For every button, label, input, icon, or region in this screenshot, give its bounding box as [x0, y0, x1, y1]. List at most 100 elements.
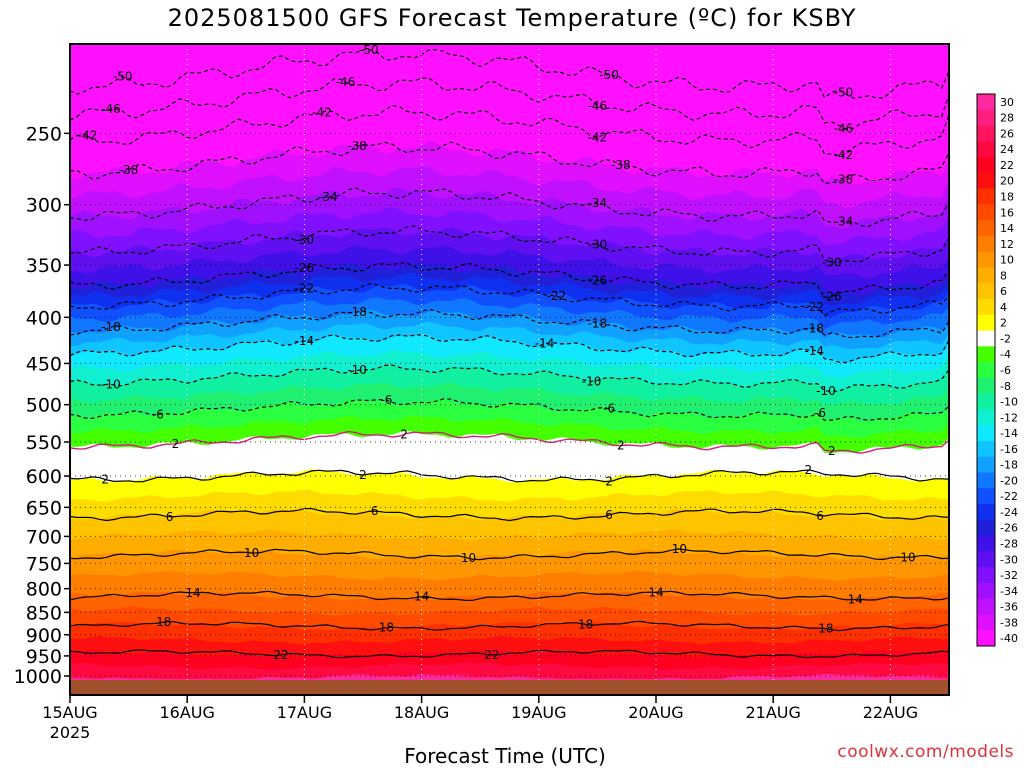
contour--42	[70, 104, 949, 157]
colorbar-label: 20	[1000, 175, 1014, 188]
colorbar-swatch	[977, 567, 995, 584]
contour-label: 18	[379, 621, 394, 635]
x-tick-label: 21AUG	[745, 703, 800, 722]
colorbar-swatch	[977, 614, 995, 631]
y-tick-label: 500	[26, 395, 62, 417]
colorbar-label: 16	[1000, 206, 1014, 219]
credit-link[interactable]: coolwx.com/models	[837, 742, 1014, 762]
x-tick-label: 15AUG	[42, 703, 97, 722]
contour--6	[70, 398, 949, 421]
colorbar-swatch	[977, 504, 995, 521]
contour-2	[70, 469, 949, 483]
colorbar-swatch	[977, 346, 995, 363]
colorbar-swatch	[977, 314, 995, 332]
contour-label: -18	[804, 321, 824, 335]
contour-label: 2	[828, 444, 836, 458]
colorbar-label: 12	[1000, 238, 1014, 251]
colorbar-swatch	[977, 409, 995, 426]
contour-label: 10	[672, 542, 687, 556]
colorbar-swatch	[977, 172, 995, 190]
colorbar-swatch	[977, 251, 995, 268]
x-axis-label: Forecast Time (UTC)	[404, 744, 606, 768]
x-tick-label: 18AUG	[394, 703, 449, 722]
contour-label: -18	[588, 316, 608, 330]
colorbar-label: -32	[1000, 569, 1018, 582]
contour-label: 10	[244, 546, 259, 560]
contour-label: -38	[611, 158, 631, 172]
x-tick-label: 17AUG	[277, 703, 332, 722]
contour--38	[70, 141, 949, 185]
contour-label: -18	[101, 320, 121, 334]
contour-label: -6	[152, 408, 164, 422]
contour--26	[70, 262, 949, 299]
contour-label: -30	[295, 233, 315, 247]
contour-label: 14	[848, 592, 863, 606]
y-tick-label: 550	[26, 432, 62, 454]
colorbar-label: 18	[1000, 191, 1014, 204]
contour-label: -14	[295, 334, 315, 348]
colorbar-label: -28	[1000, 537, 1018, 550]
contour-label: -22	[547, 289, 567, 303]
colorbar-label: -24	[1000, 506, 1018, 519]
contour-label: -22	[804, 300, 824, 314]
x-year-label: 2025	[50, 723, 91, 742]
colorbar-swatch	[977, 204, 995, 221]
contour-14	[70, 590, 949, 602]
contour-label: -38	[347, 139, 367, 153]
contour-label: -46	[834, 121, 854, 135]
contour-label: 14	[185, 586, 200, 600]
colorbar-label: -6	[1000, 364, 1011, 377]
colorbar-swatch	[977, 157, 995, 174]
contour-label: 6	[166, 510, 174, 524]
colorbar-swatch	[977, 109, 995, 127]
contour--22	[70, 282, 949, 317]
contour-label: 2	[617, 439, 625, 453]
contour--10	[70, 364, 949, 392]
contour-label: -50	[359, 43, 379, 57]
contour-label: 18	[578, 618, 593, 632]
contour-label: 2	[400, 428, 408, 442]
colorbar-swatch	[977, 519, 995, 537]
contour-label: -6	[603, 402, 615, 416]
contour-label: -6	[814, 406, 826, 420]
colorbar-swatch	[977, 393, 995, 410]
y-tick-label: 850	[26, 602, 62, 624]
colorbar-swatch	[977, 283, 995, 300]
plot-frame	[69, 43, 950, 696]
contour-label: -50	[113, 70, 133, 84]
colorbar-label: -4	[1000, 348, 1011, 361]
contour-label: 6	[605, 508, 613, 522]
ground-strip	[70, 680, 949, 695]
y-tick-label: 600	[26, 466, 62, 488]
colorbar-swatch	[977, 488, 995, 505]
y-tick-label: 700	[26, 526, 62, 548]
contour-18	[70, 620, 949, 632]
y-tick-label: 650	[26, 497, 62, 519]
contour-label: -34	[318, 190, 338, 204]
colorbar-swatch	[977, 220, 995, 237]
y-tick-label: 1000	[14, 666, 62, 688]
contour-label: 2	[172, 437, 180, 451]
y-tick-label: 800	[26, 579, 62, 601]
colorbar-swatch	[977, 456, 995, 474]
contour-label: 18	[818, 622, 833, 636]
colorbar-label: -34	[1000, 585, 1018, 598]
contour-label: 2	[605, 475, 613, 489]
contour-22	[70, 649, 949, 659]
colorbar-label: 4	[1000, 301, 1007, 314]
contour-label: -22	[295, 282, 315, 296]
x-tick-label: 19AUG	[511, 703, 566, 722]
contour-6	[70, 507, 949, 522]
contour-label: -38	[119, 163, 139, 177]
y-tick-label: 300	[26, 195, 62, 217]
contour-label: -34	[834, 214, 854, 228]
colorbar-swatch	[977, 188, 995, 205]
contour-label: -14	[804, 344, 824, 358]
colorbar-swatch	[977, 551, 995, 568]
contour-label: -46	[336, 75, 356, 89]
contour-label: 22	[273, 648, 288, 662]
contour-label: 18	[156, 615, 171, 629]
colorbar-label: 2	[1000, 317, 1007, 330]
colorbar-label: -8	[1000, 380, 1011, 393]
